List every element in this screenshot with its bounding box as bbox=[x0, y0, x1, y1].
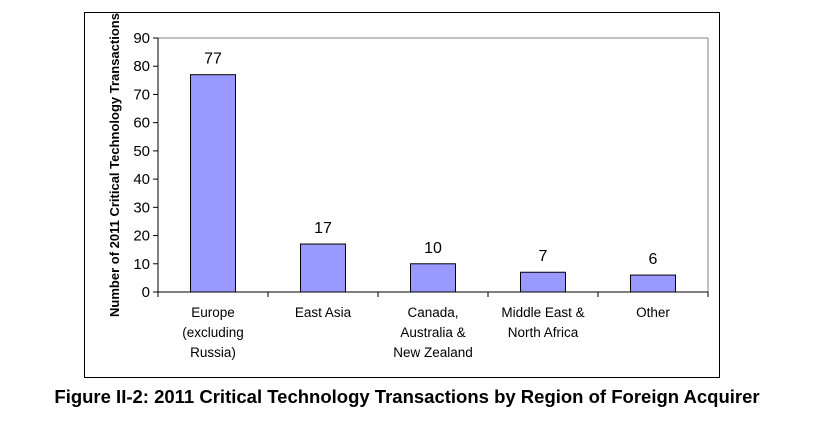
x-category-label: Russia) bbox=[190, 345, 236, 360]
y-tick-label: 80 bbox=[133, 58, 150, 75]
plot-area: 0 10 20 30 40 50 60 70 80 90 77 Europe (excluding Rus… bbox=[133, 30, 709, 360]
x-category-label: Middle East & bbox=[501, 305, 584, 320]
bar bbox=[190, 74, 236, 293]
y-tick-label: 30 bbox=[133, 199, 150, 216]
figure-caption: Figure II-2: 2011 Critical Technology Tr… bbox=[54, 386, 760, 407]
x-category-label: Europe bbox=[191, 305, 235, 320]
x-category-label: Australia & bbox=[400, 325, 465, 340]
y-tick-label: 0 bbox=[142, 284, 150, 301]
y-tick-label: 50 bbox=[133, 143, 150, 160]
y-tick-label: 10 bbox=[133, 256, 150, 273]
data-label: 77 bbox=[204, 51, 222, 68]
y-axis-title: Number of 2011 Critical Technology Trans… bbox=[107, 13, 122, 317]
bar bbox=[520, 271, 566, 293]
bar bbox=[630, 274, 676, 293]
chart-frame bbox=[84, 12, 720, 378]
y-tick-label: 70 bbox=[133, 86, 150, 103]
x-category-label: Other bbox=[636, 305, 670, 320]
x-category-label: New Zealand bbox=[393, 345, 473, 360]
data-label: 17 bbox=[314, 220, 332, 237]
x-category-label: East Asia bbox=[295, 305, 352, 320]
y-tick-label: 60 bbox=[133, 115, 150, 132]
x-category-label: Canada, bbox=[407, 305, 458, 320]
bar bbox=[410, 263, 456, 293]
y-tick-label: 40 bbox=[133, 171, 150, 188]
bar bbox=[300, 243, 346, 293]
y-tick-label: 90 bbox=[133, 30, 150, 47]
data-label: 10 bbox=[424, 240, 442, 257]
x-category-label: (excluding bbox=[182, 325, 244, 340]
y-tick-label: 20 bbox=[133, 228, 150, 245]
bar-chart: Number of 2011 Critical Technology Trans… bbox=[107, 13, 709, 360]
x-category-label: North Africa bbox=[508, 325, 579, 340]
data-label: 6 bbox=[649, 251, 658, 268]
data-label: 7 bbox=[539, 248, 548, 265]
